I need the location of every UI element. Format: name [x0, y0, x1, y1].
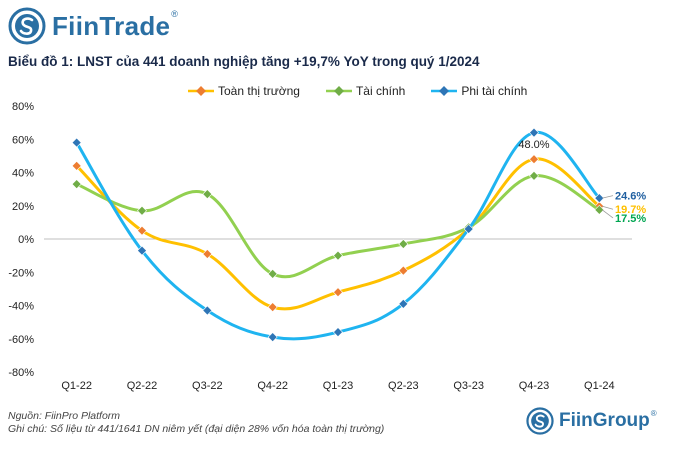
legend-label: Phi tài chính: [461, 84, 528, 98]
y-tick-label: -40%: [8, 301, 34, 313]
data-label-leader: [602, 195, 614, 199]
data-point-marker: [594, 193, 605, 204]
legend-item-toan-thi-truong: Toàn thị trường: [188, 84, 300, 98]
data-point-marker: [137, 205, 147, 216]
y-tick-label: -60%: [8, 334, 34, 346]
fiin-logo-icon: [8, 7, 46, 45]
data-point-marker: [594, 204, 605, 215]
x-tick-label: Q1-22: [61, 380, 92, 392]
x-tick-label: Q4-23: [519, 380, 550, 392]
y-tick-label: -80%: [8, 367, 34, 379]
y-tick-label: 60%: [12, 134, 34, 146]
x-tick-label: Q1-24: [584, 380, 615, 392]
data-point-marker: [267, 268, 278, 279]
legend-swatch-icon: [325, 86, 352, 96]
data-label: 17.5%: [615, 213, 646, 225]
data-point-marker: [529, 127, 539, 138]
fiin-logo-icon: [526, 407, 554, 435]
y-tick-label: -20%: [8, 267, 34, 279]
data-label: 19.7%: [615, 204, 646, 216]
brand-name: FiinTrade: [52, 10, 171, 41]
footnote: Ghi chú: Số liệu từ 441/1641 DN niêm yết…: [8, 423, 385, 435]
fiintrade-logo: FiinTrade ®: [8, 6, 178, 46]
fiingroup-logo: FiinGroup ®: [526, 407, 657, 435]
legend-label: Tài chính: [355, 84, 406, 98]
data-point-marker: [529, 170, 539, 181]
data-point-marker: [529, 154, 539, 165]
series-line: [75, 131, 601, 341]
x-tick-label: Q2-23: [388, 380, 419, 392]
data-point-marker: [202, 189, 213, 200]
chart-legend: Toàn thị trường Tài chính Phi tài chính: [188, 84, 553, 98]
y-tick-label: 40%: [12, 168, 34, 180]
footer-brand-name: FiinGroup: [559, 410, 650, 431]
legend-label: Toàn thị trường: [218, 84, 300, 98]
brand-registered-mark: ®: [171, 9, 178, 19]
x-tick-label: Q3-23: [453, 380, 484, 392]
data-label-leader: [602, 205, 614, 210]
data-point-marker: [71, 160, 82, 171]
legend-item-tai-chinh: Tài chính: [325, 84, 406, 98]
x-tick-label: Q2-22: [127, 380, 158, 392]
y-tick-label: 20%: [12, 201, 34, 213]
data-point-marker: [333, 250, 343, 261]
data-point-marker: [398, 239, 409, 249]
data-point-marker: [333, 287, 343, 298]
chart-footer: Nguồn: FiinPro Platform Ghi chú: Số liệu…: [8, 410, 384, 436]
data-label-leader: [602, 209, 614, 219]
series-line: [75, 174, 601, 279]
y-tick-label: 0%: [18, 234, 34, 246]
chart-title: Biểu đồ 1: LNST của 441 doanh nghiệp tăn…: [8, 54, 480, 69]
legend-item-phi-tai-chinh: Phi tài chính: [431, 84, 527, 98]
data-point-marker: [333, 327, 343, 338]
data-point-marker: [202, 249, 213, 259]
data-point-marker: [398, 298, 409, 309]
x-tick-label: Q4-22: [257, 380, 288, 392]
data-point-marker: [71, 179, 82, 190]
data-label: 24.6%: [615, 191, 646, 203]
source-note: Nguồn: FiinPro Platform: [8, 410, 121, 422]
data-point-marker: [137, 225, 147, 236]
y-tick-label: 80%: [12, 101, 34, 113]
data-point-marker: [463, 224, 474, 234]
x-tick-label: Q1-23: [323, 380, 354, 392]
legend-swatch-icon: [188, 86, 214, 96]
data-point-marker: [137, 245, 147, 256]
footer-registered-mark: ®: [650, 408, 657, 418]
data-point-marker: [267, 302, 278, 313]
data-point-marker: [267, 332, 278, 343]
data-point-marker: [202, 305, 213, 316]
data-point-marker: [398, 265, 409, 276]
x-tick-label: Q3-22: [192, 380, 223, 392]
data-label: 48.0%: [518, 139, 549, 151]
data-point-marker: [71, 137, 82, 148]
legend-swatch-icon: [431, 86, 458, 96]
